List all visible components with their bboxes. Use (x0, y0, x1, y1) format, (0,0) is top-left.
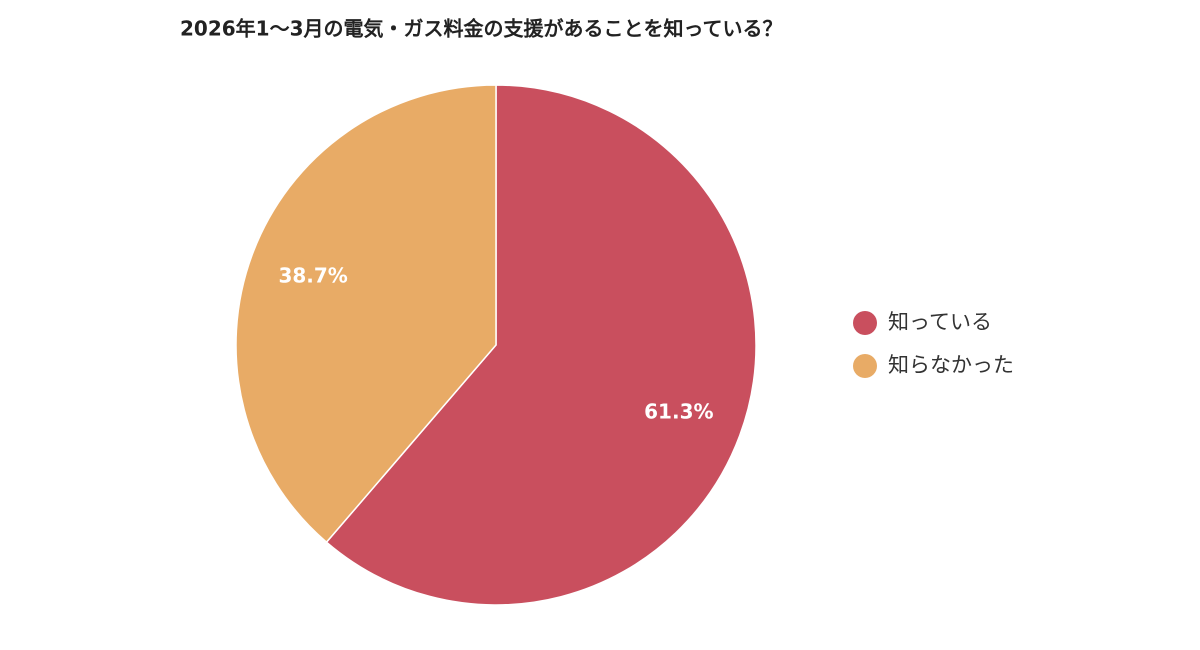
data-label: 61.3% (644, 399, 713, 423)
legend-swatch (853, 311, 877, 335)
legend-label: 知らなかった (888, 353, 1014, 377)
chart-title: 2026年1〜3月の電気・ガス料金の支援があることを知っている？ (180, 17, 783, 41)
legend-label: 知っている (888, 310, 992, 334)
pie-slice (325, 84, 757, 606)
legend-swatch (853, 354, 877, 378)
pie-slice (235, 84, 497, 544)
data-label: 38.7% (278, 264, 347, 288)
